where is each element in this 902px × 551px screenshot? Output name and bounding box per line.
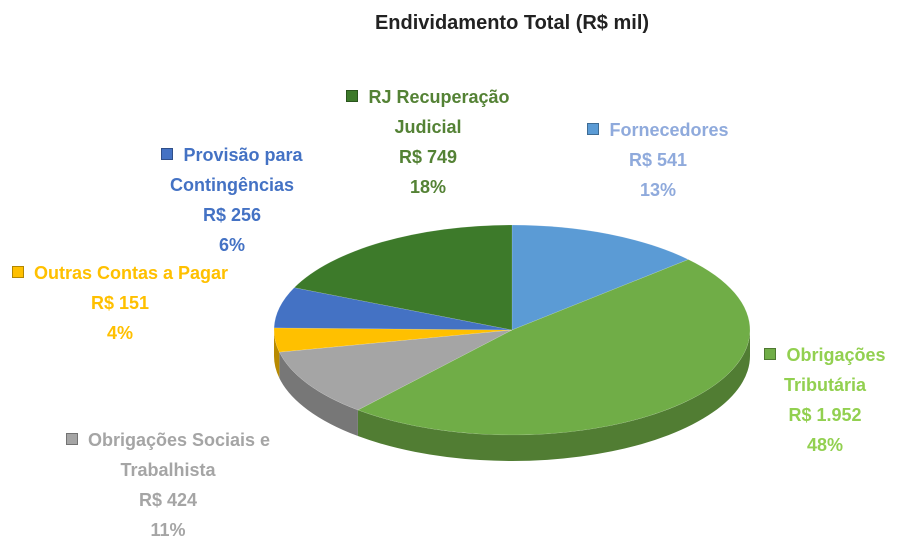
data-label: Outras Contas a Pagar R$ 151 4%: [10, 258, 230, 348]
percent-label: 13%: [639, 180, 677, 200]
percent-label: 6%: [218, 235, 245, 255]
label-name-line: Provisão para Contingências: [132, 140, 332, 200]
label-name-line: Obrigações Sociais e Trabalhista: [43, 425, 293, 485]
value-label: R$ 151: [90, 293, 150, 313]
slice: [273, 287, 513, 331]
value-label: R$ 256: [202, 205, 262, 225]
chart-title: Endividamento Total (R$ mil): [374, 12, 650, 34]
legend-marker: [161, 148, 174, 160]
label-name-line: Fornecedores: [558, 115, 758, 145]
category-label: Outras Contas a Pagar: [33, 263, 229, 283]
legend-marker: [764, 348, 777, 360]
percent-label: 4%: [106, 323, 133, 343]
value-label: R$ 749: [398, 147, 458, 167]
data-label: Provisão para Contingências R$ 256 6%: [132, 140, 332, 260]
category-label: Obrigações Sociais e Trabalhista: [87, 430, 271, 480]
label-name-line: RJ Recuperação Judicial: [318, 82, 538, 142]
slice-side: [279, 352, 358, 437]
value-label: R$ 1.952: [788, 405, 862, 425]
slice: [273, 327, 513, 353]
slice: [511, 224, 689, 331]
data-label: RJ Recuperação Judicial R$ 749 18%: [318, 82, 538, 202]
slice-side: [357, 330, 750, 462]
legend-marker: [65, 433, 78, 445]
percent-label: 48%: [806, 435, 844, 455]
label-name-line: Obrigações Tributária: [745, 340, 902, 400]
percent-label: 18%: [409, 177, 447, 197]
slice: [278, 329, 513, 411]
slice-side: [274, 330, 280, 379]
category-label: RJ Recuperação Judicial: [368, 87, 510, 137]
data-label: Fornecedores R$ 541 13%: [558, 115, 758, 205]
legend-marker: [11, 266, 24, 278]
category-label: Fornecedores: [609, 120, 729, 140]
slice: [293, 224, 513, 331]
slice: [357, 259, 751, 436]
legend-marker: [346, 90, 359, 102]
category-label: Obrigações Tributária: [783, 345, 886, 395]
value-label: R$ 541: [628, 150, 688, 170]
data-label: Obrigações Tributária R$ 1.952 48%: [745, 340, 902, 460]
label-name-line: Outras Contas a Pagar: [10, 258, 230, 288]
percent-label: 11%: [150, 520, 186, 540]
category-label: Provisão para Contingências: [169, 145, 303, 195]
value-label: R$ 424: [138, 490, 198, 510]
data-label: Obrigações Sociais e Trabalhista R$ 424 11…: [43, 425, 293, 545]
legend-marker: [587, 123, 600, 135]
